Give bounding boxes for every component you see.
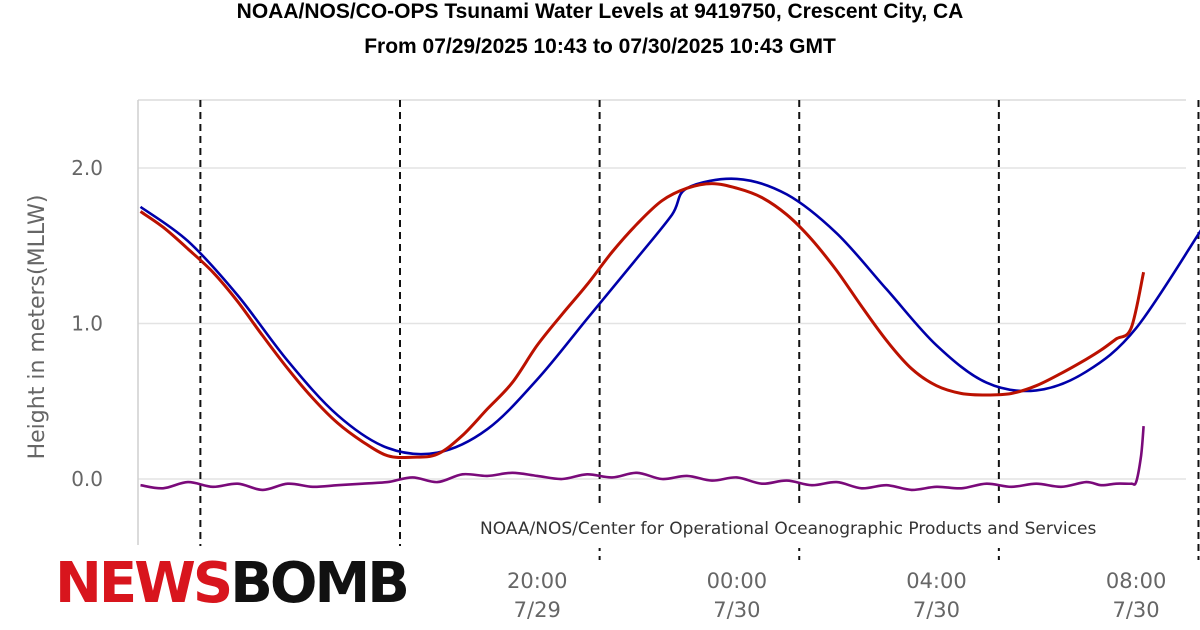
x-tick-time: 20:00: [507, 569, 568, 593]
x-tick-time: 04:00: [906, 569, 967, 593]
y-tick-label: 1.0: [71, 312, 103, 336]
predicted-series-line: [139, 177, 1200, 456]
x-tick-date: 7/30: [1113, 598, 1160, 622]
credit-text: NOAA/NOS/Center for Operational Oceanogr…: [480, 519, 1096, 539]
logo-part-bomb: BOMB: [230, 551, 410, 616]
y-tick-label: 2.0: [71, 156, 103, 180]
observed-series-line: [139, 182, 1146, 460]
x-tick-date: 7/29: [514, 598, 561, 622]
x-tick-date: 7/30: [713, 598, 760, 622]
x-tick-time: 00:00: [707, 569, 768, 593]
credit-backdrop: [458, 508, 1190, 548]
logo-backdrop: [0, 546, 458, 630]
newsbomb-logo: NEWSBOMB: [55, 556, 410, 612]
chart-subtitle: From 07/29/2025 10:43 to 07/30/2025 10:4…: [364, 35, 836, 58]
logo-part-news: NEWS: [55, 551, 233, 616]
x-tick-time: 08:00: [1106, 569, 1167, 593]
y-tick-label: 0.0: [71, 467, 103, 491]
chart-title: NOAA/NOS/CO-OPS Tsunami Water Levels at …: [236, 0, 964, 23]
residual-series-line: [140, 425, 1145, 492]
x-tick-date: 7/30: [913, 598, 960, 622]
y-axis-label: Height in meters(MLLW): [25, 195, 50, 460]
